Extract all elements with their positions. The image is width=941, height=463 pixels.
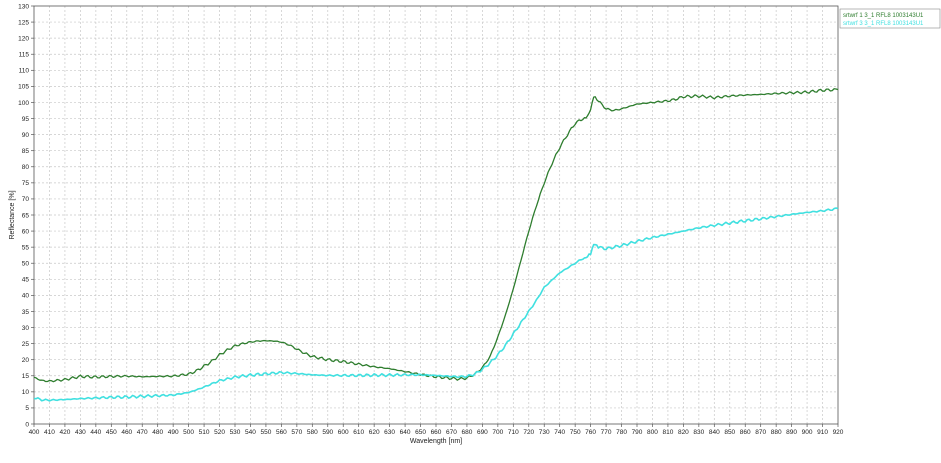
y-tick-label: 125 — [18, 19, 29, 26]
y-tick-label: 60 — [22, 228, 30, 235]
legend-entry-series-2: srtwrf 3 3_1 RFL8 1003143U1 — [843, 21, 924, 27]
y-tick-label: 40 — [22, 293, 30, 300]
x-tick-label: 720 — [523, 429, 534, 436]
y-tick-label: 105 — [18, 84, 29, 91]
x-tick-label: 590 — [322, 429, 333, 436]
x-tick-label: 750 — [570, 429, 581, 436]
y-tick-label: 15 — [22, 373, 30, 380]
x-tick-label: 790 — [632, 429, 643, 436]
x-tick-label: 900 — [802, 429, 813, 436]
x-tick-label: 660 — [431, 429, 442, 436]
x-tick-label: 620 — [369, 429, 380, 436]
y-tick-label: 85 — [22, 148, 30, 155]
grid — [34, 6, 838, 424]
y-tick-label: 70 — [22, 196, 30, 203]
y-tick-label: 5 — [25, 405, 29, 412]
x-tick-label: 670 — [446, 429, 457, 436]
y-tick-label: 110 — [19, 68, 30, 75]
y-axis-title: Reflectance [%] — [9, 190, 16, 239]
x-tick-label: 410 — [44, 429, 55, 436]
x-tick-label: 540 — [245, 429, 256, 436]
legend-entry-series-1: srtwrf 1 3_1 RFL8 1003143U1 — [843, 13, 924, 19]
x-tick-label: 470 — [137, 429, 148, 436]
x-tick-label: 800 — [647, 429, 658, 436]
x-tick-label: 640 — [400, 429, 411, 436]
y-tick-label: 0 — [25, 421, 29, 428]
x-tick-label: 420 — [59, 429, 70, 436]
x-tick-label: 730 — [539, 429, 550, 436]
x-tick-label: 610 — [353, 429, 364, 436]
x-tick-label: 840 — [709, 429, 720, 436]
x-tick-label: 600 — [338, 429, 349, 436]
y-tick-label: 25 — [22, 341, 30, 348]
legend-box — [839, 8, 941, 29]
y-tick-label: 20 — [22, 357, 30, 364]
x-tick-label: 710 — [508, 429, 519, 436]
x-tick-label: 450 — [106, 429, 117, 436]
x-tick-label: 580 — [307, 429, 318, 436]
x-tick-label: 570 — [291, 429, 302, 436]
x-tick-label: 830 — [693, 429, 704, 436]
y-tick-label: 80 — [22, 164, 30, 171]
series-layer — [33, 88, 839, 402]
y-tick-label: 30 — [22, 325, 30, 332]
x-axis-ticks: 400 410 420 430 440 450 460 470 480 490 500 510 520 5… — [29, 424, 844, 436]
y-tick-label: 75 — [22, 180, 30, 187]
x-tick-label: 500 — [183, 429, 194, 436]
x-tick-label: 440 — [90, 429, 101, 436]
y-tick-label: 10 — [22, 389, 30, 396]
x-tick-label: 850 — [724, 429, 735, 436]
x-tick-label: 480 — [152, 429, 163, 436]
x-tick-label: 920 — [833, 429, 844, 436]
x-tick-label: 870 — [755, 429, 766, 436]
x-tick-label: 530 — [230, 429, 241, 436]
x-tick-label: 910 — [817, 429, 828, 436]
x-tick-label: 810 — [662, 429, 673, 436]
y-tick-label: 120 — [18, 35, 29, 42]
x-tick-label: 550 — [260, 429, 271, 436]
x-tick-label: 770 — [601, 429, 612, 436]
x-tick-label: 520 — [214, 429, 225, 436]
x-tick-label: 820 — [678, 429, 689, 436]
x-tick-label: 560 — [276, 429, 287, 436]
x-tick-label: 700 — [492, 429, 503, 436]
x-tick-label: 890 — [786, 429, 797, 436]
legend: srtwrf 1 3_1 RFL8 1003143U1 srtwrf 3 3_1… — [839, 8, 941, 29]
x-tick-label: 630 — [384, 429, 395, 436]
x-axis-title: Wavelength [nm] — [410, 438, 462, 445]
x-tick-label: 780 — [616, 429, 627, 436]
x-tick-label: 650 — [415, 429, 426, 436]
x-tick-label: 690 — [477, 429, 488, 436]
y-tick-label: 115 — [19, 52, 30, 59]
x-tick-label: 680 — [461, 429, 472, 436]
y-tick-label: 130 — [18, 3, 29, 10]
y-tick-label: 65 — [22, 212, 30, 219]
x-tick-label: 760 — [585, 429, 596, 436]
series-line-2 — [33, 207, 839, 402]
x-tick-label: 880 — [771, 429, 782, 436]
x-tick-label: 400 — [29, 429, 40, 436]
y-tick-label: 45 — [22, 277, 30, 284]
y-tick-label: 90 — [22, 132, 30, 139]
y-tick-label: 55 — [22, 244, 30, 251]
x-tick-label: 740 — [554, 429, 565, 436]
y-tick-label: 95 — [22, 116, 30, 123]
x-tick-label: 430 — [75, 429, 86, 436]
y-tick-label: 50 — [22, 261, 30, 268]
y-tick-label: 35 — [22, 309, 30, 316]
x-tick-label: 490 — [168, 429, 179, 436]
x-tick-label: 860 — [740, 429, 751, 436]
x-tick-label: 460 — [121, 429, 132, 436]
y-tick-label: 100 — [18, 100, 29, 107]
y-axis-ticks: 0 5 10 15 20 25 30 35 40 45 50 55 60 65 70 75 80 85 90 95 10… — [18, 3, 34, 428]
x-tick-label: 510 — [199, 429, 210, 436]
